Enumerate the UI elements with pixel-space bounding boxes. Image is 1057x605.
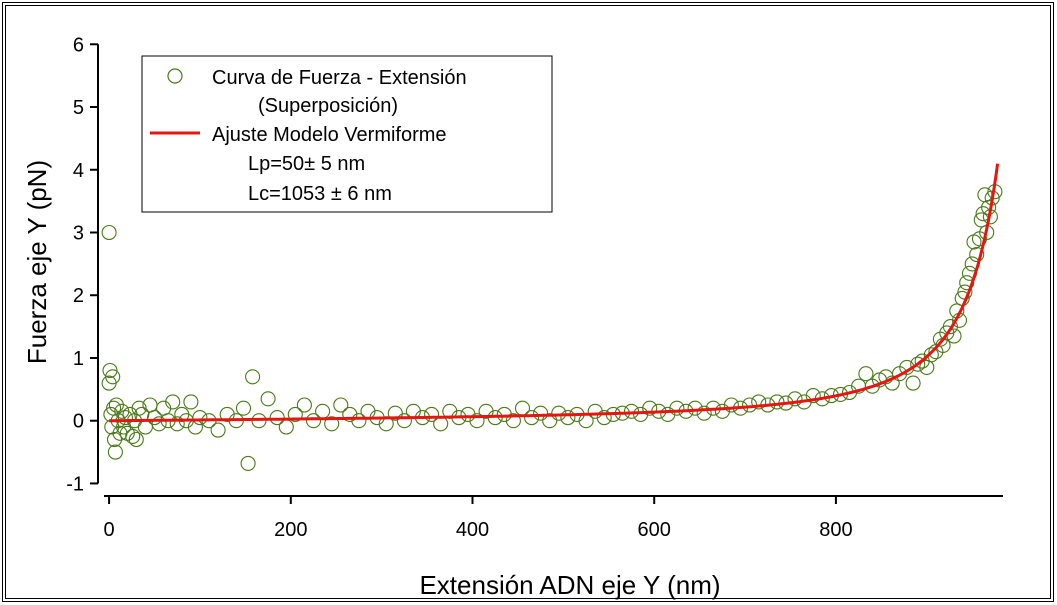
data-point	[187, 419, 203, 435]
data-point	[905, 375, 921, 391]
data-point	[551, 405, 567, 421]
y-tick-label: -1	[66, 473, 84, 495]
data-point	[125, 428, 141, 444]
data-point	[560, 410, 576, 426]
data-point	[117, 410, 133, 426]
data-point	[260, 391, 276, 407]
legend-label-scatter: Curva de Fuerza - Extensión	[212, 67, 467, 89]
scatter-series	[101, 184, 1003, 471]
data-point	[278, 419, 294, 435]
data-point	[245, 369, 261, 385]
data-point	[524, 410, 540, 426]
data-point	[269, 410, 285, 426]
data-point	[910, 356, 926, 372]
data-point	[669, 400, 685, 416]
data-point	[107, 444, 123, 460]
data-point	[505, 413, 521, 429]
data-point	[151, 416, 167, 432]
data-point	[424, 406, 440, 422]
data-point	[805, 388, 821, 404]
y-tick-label: 6	[73, 34, 84, 56]
data-point	[769, 394, 785, 410]
legend-box	[141, 55, 553, 213]
data-point	[324, 416, 340, 432]
legend-label-scatter-line2: (Superposición)	[258, 95, 398, 117]
data-point	[469, 413, 485, 429]
data-point	[387, 405, 403, 421]
data-point	[156, 400, 172, 416]
data-point	[966, 234, 982, 250]
data-point	[296, 397, 312, 413]
data-point	[696, 405, 712, 421]
data-point	[596, 410, 612, 426]
y-tick-label: 0	[73, 411, 84, 433]
data-point	[146, 410, 163, 426]
data-point	[351, 413, 367, 429]
data-point	[183, 394, 199, 410]
data-point	[210, 422, 226, 438]
data-point	[315, 403, 331, 419]
data-point	[360, 403, 376, 419]
data-point	[433, 416, 449, 432]
data-point	[787, 391, 803, 407]
data-point	[102, 362, 118, 379]
y-tick-label: 4	[73, 160, 84, 182]
data-point	[723, 397, 739, 413]
data-point	[514, 400, 531, 416]
y-tick-label: 2	[73, 285, 84, 307]
data-point	[101, 224, 117, 241]
inner-frame	[5, 5, 1051, 599]
axes: -1 0 1 2 3 4 5 6 0 200 400 600 800	[66, 34, 1003, 541]
data-point	[923, 347, 939, 363]
data-point	[969, 246, 985, 263]
data-point	[751, 394, 767, 410]
data-point	[105, 369, 121, 385]
legend: Curva de Fuerza - Extensión (Superposici…	[141, 55, 553, 213]
y-tick-label: 1	[73, 348, 84, 370]
data-point	[496, 406, 512, 422]
data-point	[687, 400, 703, 416]
data-point	[235, 400, 252, 416]
fit-line	[109, 163, 1000, 423]
x-tick-label: 800	[819, 519, 852, 541]
legend-label-fit: Ajuste Modelo Vermiforme	[212, 124, 447, 146]
data-point	[137, 419, 153, 435]
data-point	[305, 413, 322, 429]
data-point	[333, 397, 349, 413]
data-point	[858, 366, 874, 382]
data-point	[165, 394, 181, 410]
x-axis-label: Extensión ADN eje Y (nm)	[419, 570, 720, 600]
x-tick-label: 200	[274, 519, 307, 541]
data-point	[192, 410, 208, 426]
y-tick-label: 3	[73, 222, 84, 244]
data-point	[533, 405, 549, 421]
data-point	[106, 431, 123, 448]
y-axis-label: Fuerza eje Y (pN)	[22, 160, 52, 364]
fit-series	[109, 163, 1000, 423]
data-point	[169, 416, 185, 432]
y-tick-label: 5	[73, 97, 84, 119]
data-point	[642, 400, 658, 416]
annotation-lc: Lc=1053 ± 6 nm	[248, 183, 392, 205]
data-point	[128, 431, 144, 448]
x-tick-label: 400	[456, 519, 489, 541]
x-tick-label: 0	[104, 519, 115, 541]
x-tick-label: 600	[638, 519, 671, 541]
data-point	[287, 406, 303, 422]
data-point	[396, 413, 412, 429]
annotation-lp: Lp=50± 5 nm	[248, 153, 365, 175]
data-point	[240, 455, 256, 471]
legend-marker-scatter	[167, 68, 183, 84]
